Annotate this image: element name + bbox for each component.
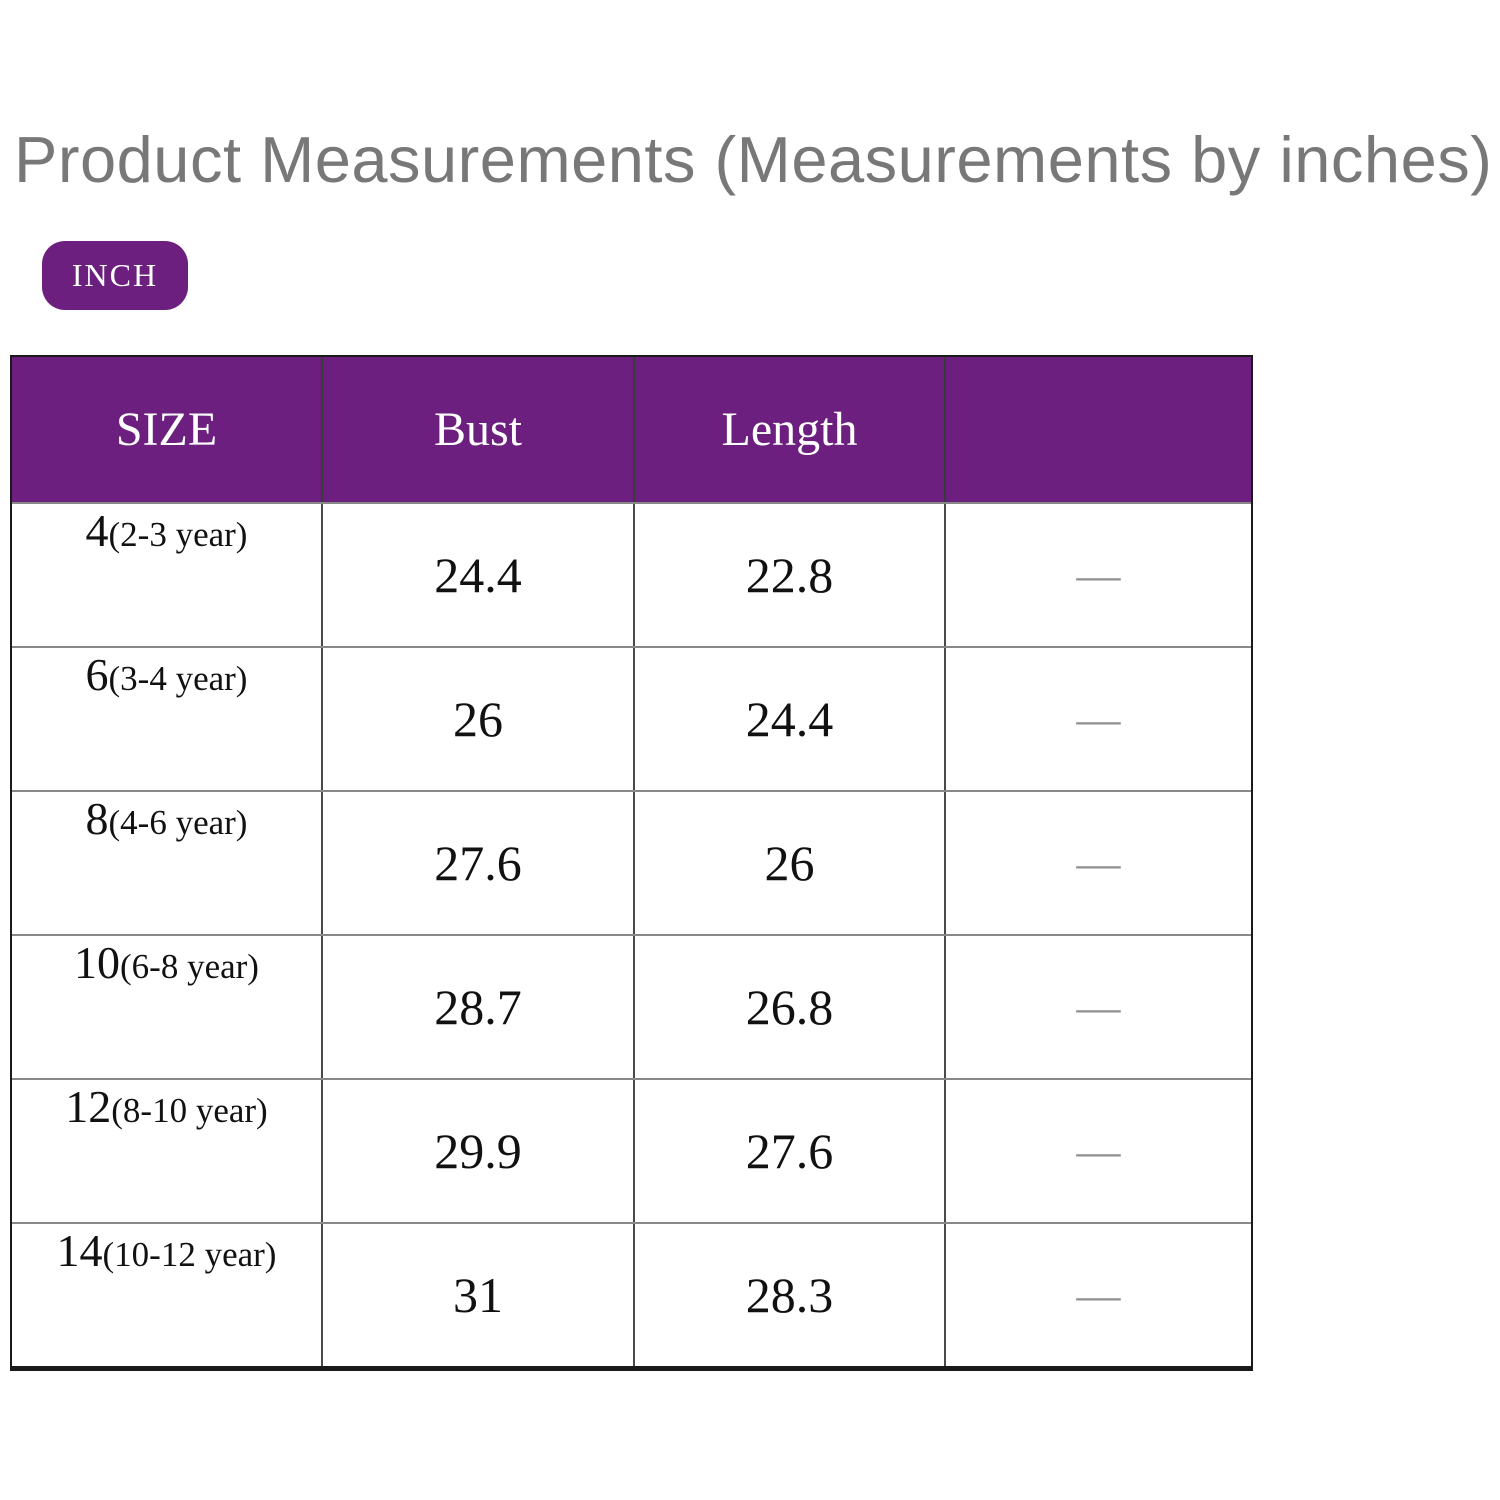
- size-cell: 8 (4-6 year): [12, 792, 323, 934]
- column-header-empty: [946, 357, 1251, 502]
- bust-value: 24.4: [323, 504, 635, 646]
- size-age-range: (2-3 year): [108, 515, 248, 554]
- size-cell: 14 (10-12 year): [12, 1224, 323, 1366]
- empty-cell-dash: —: [1076, 1126, 1121, 1176]
- page-title: Product Measurements (Measurements by in…: [14, 123, 1493, 196]
- empty-cell-dash: —: [1076, 1270, 1121, 1320]
- empty-cell-dash: —: [1076, 838, 1121, 888]
- size-age-range: (8-10 year): [111, 1091, 268, 1130]
- bust-value: 28.7: [323, 936, 635, 1078]
- size-age-range: (3-4 year): [108, 659, 248, 698]
- size-age-range: (6-8 year): [120, 947, 259, 986]
- size-age-range: (4-6 year): [108, 803, 248, 842]
- size-age-range: (10-12 year): [102, 1235, 277, 1274]
- length-value: 24.4: [635, 648, 946, 790]
- length-value: 28.3: [635, 1224, 946, 1366]
- size-value: 14: [56, 1225, 103, 1276]
- table-row: 4 (2-3 year) 24.4 22.8 —: [12, 502, 1251, 646]
- empty-cell-dash: —: [1076, 694, 1121, 744]
- size-cell: 10 (6-8 year): [12, 936, 323, 1078]
- size-value: 4: [85, 505, 109, 556]
- length-value: 26.8: [635, 936, 946, 1078]
- unit-inch-badge-label: INCH: [71, 257, 159, 293]
- table-row: 14 (10-12 year) 31 28.3 —: [12, 1222, 1251, 1366]
- size-value: 12: [65, 1081, 112, 1132]
- table-body: 4 (2-3 year) 24.4 22.8 — 6 (3-4 year) 26 2…: [12, 502, 1251, 1366]
- size-value: 8: [85, 793, 109, 844]
- column-header-bust: Bust: [323, 357, 635, 502]
- length-value: 26: [635, 792, 946, 934]
- unit-inch-badge: INCH: [42, 241, 188, 310]
- bust-value: 27.6: [323, 792, 635, 934]
- size-value: 6: [85, 649, 109, 700]
- size-cell: 4 (2-3 year): [12, 504, 323, 646]
- table-row: 10 (6-8 year) 28.7 26.8 —: [12, 934, 1251, 1078]
- table-row: 12 (8-10 year) 29.9 27.6 —: [12, 1078, 1251, 1222]
- column-header-length: Length: [635, 357, 946, 502]
- bust-value: 29.9: [323, 1080, 635, 1222]
- size-cell: 12 (8-10 year): [12, 1080, 323, 1222]
- size-cell: 6 (3-4 year): [12, 648, 323, 790]
- bust-value: 31: [323, 1224, 635, 1366]
- size-chart-table: SIZE Bust Length 4 (2-3 year) 24.4 22.8 —…: [10, 355, 1253, 1371]
- size-value: 10: [74, 937, 121, 988]
- table-row: 6 (3-4 year) 26 24.4 —: [12, 646, 1251, 790]
- empty-cell-dash: —: [1076, 982, 1121, 1032]
- empty-cell-dash: —: [1076, 550, 1121, 600]
- column-header-size: SIZE: [12, 357, 323, 502]
- length-value: 22.8: [635, 504, 946, 646]
- table-header-row: SIZE Bust Length: [12, 357, 1251, 502]
- bust-value: 26: [323, 648, 635, 790]
- length-value: 27.6: [635, 1080, 946, 1222]
- table-row: 8 (4-6 year) 27.6 26 —: [12, 790, 1251, 934]
